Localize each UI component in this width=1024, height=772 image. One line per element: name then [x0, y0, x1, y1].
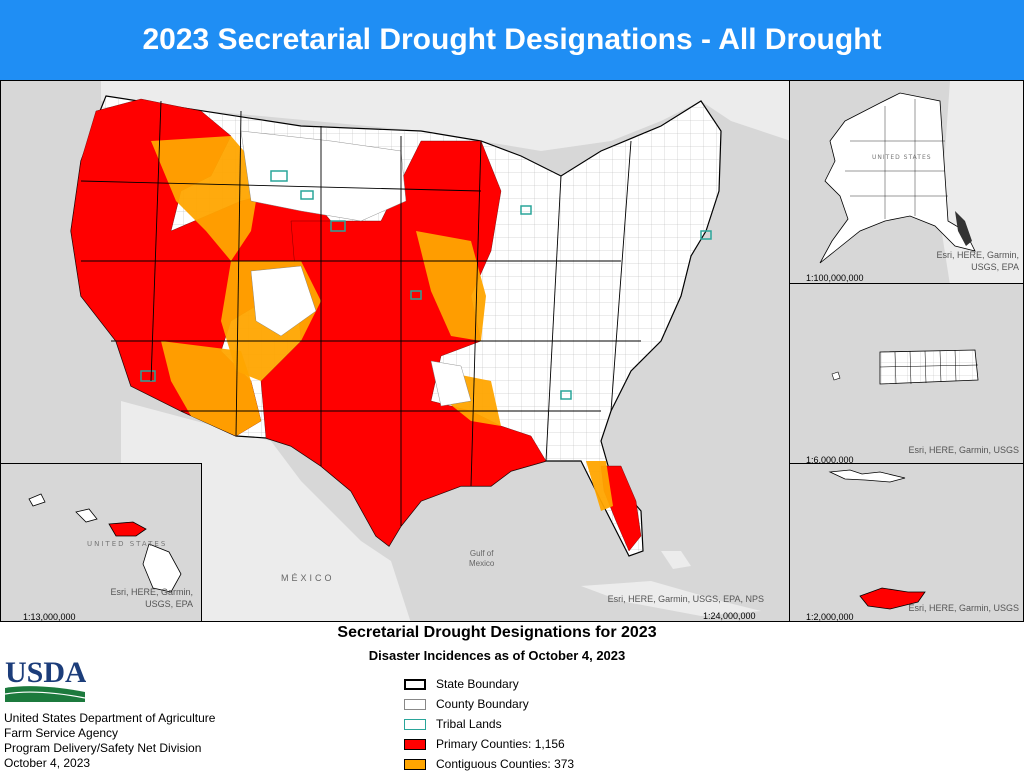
- no-drought-arkansas: [430, 360, 472, 407]
- puerto-rico-attribution: Esri, HERE, Garmin, USGS: [908, 445, 1019, 455]
- niihau-kauai: [28, 493, 46, 507]
- hawaii-inset-panel[interactable]: UNITED STATES Esri, HERE, Garmin, USGS, …: [0, 463, 202, 622]
- canada-land: [101, 81, 789, 151]
- oahu: [75, 508, 98, 523]
- legend-label-county-boundary: County Boundary: [436, 697, 529, 711]
- page-title: 2023 Secretarial Drought Designations - …: [142, 23, 882, 56]
- hawaii-attribution-line1: Esri, HERE, Garmin,: [110, 587, 193, 597]
- legend-item-state-boundary: State Boundary: [404, 676, 519, 692]
- legend-item-county-boundary: County Boundary: [404, 696, 529, 712]
- hawaii-big-island: [142, 543, 182, 593]
- alaska-country-label: UNITED STATES: [872, 154, 932, 161]
- usda-logo-text: USDA: [5, 656, 86, 689]
- hawaii-attribution-line2: USGS, EPA: [145, 599, 193, 609]
- alaska-scale: 1:100,000,000: [806, 273, 864, 283]
- cuba-land: [581, 581, 761, 616]
- bahamas-land: [661, 551, 691, 569]
- tribal-lands: [140, 170, 712, 400]
- alaska-panhandle-tribal: [955, 211, 972, 246]
- main-map-panel[interactable]: MÉXICO Gulf of Mexico Esri, HERE, Garmin…: [0, 80, 790, 622]
- agency-line-1: United States Department of Agriculture: [4, 711, 216, 725]
- puerto-rico-inset-panel[interactable]: Esri, HERE, Garmin, USGS 1:6,000,000: [789, 283, 1024, 464]
- contiguous-band-florida: [586, 461, 613, 511]
- contiguous-band-midwest: [416, 231, 486, 341]
- puerto-rico-small-island: [831, 371, 841, 381]
- legend-subtitle: Disaster Incidences as of October 4, 202…: [368, 648, 626, 663]
- hawaii-country-label: UNITED STATES: [87, 540, 167, 548]
- alaska-map: UNITED STATES: [819, 81, 1023, 283]
- legend-item-tribal-lands: Tribal Lands: [404, 716, 502, 732]
- alaska-attribution-line2: USGS, EPA: [971, 262, 1019, 272]
- contiguous-band-northwest: [151, 136, 261, 261]
- legend-item-primary-counties: Primary Counties: 1,156: [404, 736, 565, 752]
- gulf-label-line2: Mexico: [469, 559, 495, 568]
- contiguous-counties-swatch: [404, 758, 426, 770]
- state-boundaries: [80, 100, 641, 526]
- alaska-attribution-line1: Esri, HERE, Garmin,: [936, 250, 1019, 260]
- legend-label-tribal-lands: Tribal Lands: [436, 717, 502, 731]
- agency-line-2: Farm Service Agency: [4, 726, 119, 740]
- agency-line-3: Program Delivery/Safety Net Division: [4, 741, 202, 755]
- legend-label-primary-counties: Primary Counties: 1,156: [436, 737, 565, 751]
- mexico-label: MÉXICO: [281, 573, 335, 583]
- tribal-lands-swatch: [404, 718, 426, 730]
- legend-item-contiguous-counties: Contiguous Counties: 373: [404, 756, 574, 772]
- gulf-label-line1: Gulf of: [469, 549, 494, 558]
- virgin-islands-inset-panel[interactable]: Esri, HERE, Garmin, USGS 1:2,000,000: [789, 463, 1024, 622]
- primary-counties-swatch: [404, 738, 426, 750]
- puerto-rico-map: [831, 349, 979, 385]
- legend-label-contiguous-counties: Contiguous Counties: 373: [436, 757, 575, 771]
- primary-drought-plains: [260, 140, 547, 547]
- hawaii-scale: 1:13,000,000: [23, 612, 76, 622]
- conus-map: [70, 81, 789, 621]
- no-drought-colorado: [250, 265, 317, 337]
- puerto-rico-scale: 1:6,000,000: [806, 455, 854, 464]
- st-croix-primary: [859, 587, 926, 610]
- alaska-inset-panel[interactable]: UNITED STATES Esri, HERE, Garmin, USGS, …: [789, 80, 1024, 284]
- agency-line-4: October 4, 2023: [4, 756, 91, 770]
- virgin-islands-north: [828, 469, 906, 483]
- main-map-attribution: Esri, HERE, Garmin, USGS, EPA, NPS: [607, 594, 764, 604]
- virgin-islands-attribution: Esri, HERE, Garmin, USGS: [908, 603, 1019, 613]
- hawaii-attribution: Esri, HERE, Garmin, USGS, EPA: [110, 586, 193, 610]
- legend-label-state-boundary: State Boundary: [436, 677, 519, 691]
- gulf-label: Gulf of Mexico: [469, 549, 494, 569]
- state-boundary-swatch: [404, 678, 426, 690]
- county-boundary-swatch: [404, 698, 426, 710]
- virgin-islands-map: [828, 469, 926, 610]
- legend-title: Secretarial Drought Designations for 202…: [337, 624, 657, 641]
- maui-county-primary: [108, 521, 147, 537]
- alaska-attribution: Esri, HERE, Garmin, USGS, EPA: [936, 249, 1019, 273]
- no-drought-montana: [240, 130, 407, 222]
- main-map-scale: 1:24,000,000: [703, 611, 756, 621]
- virgin-islands-scale: 1:2,000,000: [806, 612, 854, 622]
- title-bar: 2023 Secretarial Drought Designations - …: [0, 0, 1024, 80]
- hawaii-map: UNITED STATES: [28, 493, 182, 593]
- usda-logo: USDA: [4, 656, 86, 702]
